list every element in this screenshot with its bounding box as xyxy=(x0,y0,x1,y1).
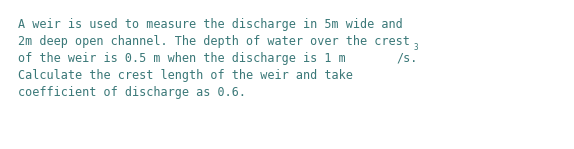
Text: A weir is used to measure the discharge in 5m wide and: A weir is used to measure the discharge … xyxy=(18,18,403,31)
Text: coefficient of discharge as 0.6.: coefficient of discharge as 0.6. xyxy=(18,86,246,99)
Text: of the weir is 0.5 m when the discharge is 1 m: of the weir is 0.5 m when the discharge … xyxy=(18,52,346,65)
Text: /s.: /s. xyxy=(397,52,418,65)
Text: 3: 3 xyxy=(413,43,418,52)
Text: 2m deep open channel. The depth of water over the crest: 2m deep open channel. The depth of water… xyxy=(18,35,410,48)
Text: Calculate the crest length of the weir and take: Calculate the crest length of the weir a… xyxy=(18,69,353,82)
